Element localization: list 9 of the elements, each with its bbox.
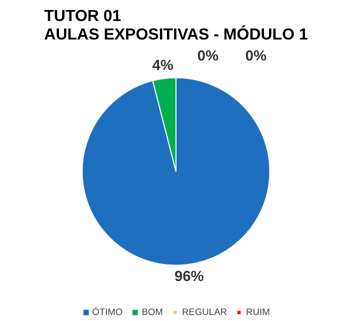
data-label: 4% bbox=[152, 58, 174, 74]
legend-label: REGULAR bbox=[182, 307, 228, 317]
text: 0% bbox=[197, 48, 219, 64]
text: 0% bbox=[245, 48, 267, 64]
data-label: 96% bbox=[174, 268, 204, 285]
legend-label: ÓTIMO bbox=[92, 307, 123, 317]
legend-label: RUIM bbox=[246, 307, 270, 317]
chart-title: TUTOR 01 AULAS EXPOSITIVAS - MÓDULO 1 bbox=[44, 8, 308, 44]
legend-label: BOM bbox=[142, 307, 163, 317]
